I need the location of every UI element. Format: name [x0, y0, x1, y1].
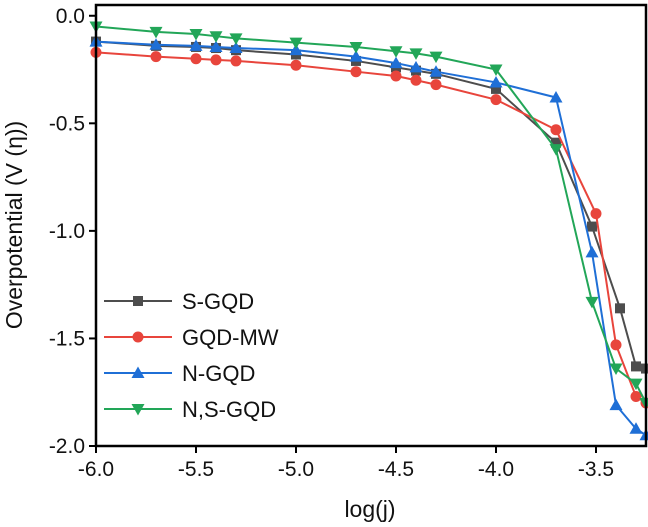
data-point-n-s-gqd — [585, 296, 599, 309]
legend-label: N,S-GQD — [182, 397, 276, 422]
data-point-gqd-mw — [390, 70, 402, 82]
legend-item-n-gqd: N-GQD — [104, 361, 255, 386]
legend-label: GQD-MW — [182, 325, 279, 350]
x-tick-label: -3.5 — [578, 458, 614, 481]
data-point-s-gqd — [551, 137, 561, 148]
data-point-gqd-mw — [150, 51, 162, 63]
legend-marker — [131, 366, 145, 378]
data-point-n-s-gqd — [349, 41, 363, 54]
ticks-layer: -6.0 -5.5 -5.0 -4.5 -4.0 -3.5 0.0 -0.5 -1.0 -1.5 -… — [49, 5, 614, 481]
x-tick-label: -4.5 — [378, 458, 414, 481]
x-tick-label: -5.0 — [278, 458, 314, 481]
series-layer — [89, 21, 648, 441]
plot-background — [96, 5, 646, 446]
data-point-gqd-mw — [590, 208, 602, 220]
data-point-n-gqd — [409, 60, 423, 73]
data-point-gqd-mw — [210, 54, 222, 66]
data-point-n-gqd — [209, 40, 223, 52]
legend-marker — [131, 404, 145, 416]
data-point-n-gqd — [585, 245, 599, 258]
data-point-n-gqd — [429, 65, 443, 77]
data-point-gqd-mw — [410, 74, 422, 86]
y-tick-label: -1.5 — [49, 327, 85, 350]
y-tick-label: -2.0 — [49, 435, 85, 458]
x-tick-label: -4.0 — [478, 458, 514, 481]
data-point-n-s-gqd — [409, 48, 423, 60]
data-point-n-s-gqd — [389, 46, 403, 58]
data-point-n-gqd — [629, 422, 643, 434]
data-point-gqd-mw — [550, 124, 562, 136]
legend-label: N-GQD — [182, 361, 255, 386]
y-tick-label: 0.0 — [56, 5, 85, 28]
series-line-gqd-mw — [95, 51, 647, 404]
data-point-n-gqd — [489, 75, 503, 88]
data-point-n-s-gqd — [149, 26, 163, 39]
data-point-n-s-gqd — [229, 33, 243, 45]
data-point-gqd-mw — [490, 94, 502, 106]
data-point-gqd-mw — [430, 79, 442, 91]
series-line-n-gqd — [95, 40, 647, 437]
data-point-n-s-gqd — [189, 29, 203, 41]
data-point-n-gqd — [389, 56, 403, 69]
data-point-gqd-mw — [350, 66, 362, 78]
series-gqd-mw — [90, 46, 648, 409]
data-point-gqd-mw — [230, 55, 242, 67]
data-point-n-gqd — [609, 398, 623, 411]
data-point-n-s-gqd — [629, 378, 643, 391]
data-point-n-s-gqd — [429, 51, 443, 64]
data-point-n-gqd — [349, 50, 363, 62]
series-line-n-s-gqd — [95, 25, 647, 404]
data-point-n-s-gqd — [549, 144, 563, 156]
data-point-n-gqd — [149, 38, 163, 50]
data-point-s-gqd — [491, 83, 501, 94]
data-point-n-gqd — [189, 39, 203, 51]
plot-frame — [94, 3, 648, 448]
data-point-n-gqd — [229, 41, 243, 54]
y-axis-label: Overpotential (V (η)) — [1, 121, 27, 329]
data-point-n-gqd — [289, 43, 303, 56]
data-point-n-s-gqd — [489, 64, 503, 77]
data-point-n-gqd — [549, 91, 563, 103]
x-axis-label: log(j) — [344, 496, 395, 522]
data-point-gqd-mw — [290, 59, 302, 71]
data-point-s-gqd — [641, 363, 648, 374]
data-point-n-s-gqd — [289, 37, 303, 50]
y-tick-label: -1.0 — [49, 220, 85, 243]
data-point-s-gqd — [615, 303, 625, 314]
data-point-s-gqd — [587, 221, 597, 232]
data-point-s-gqd — [631, 361, 641, 372]
series-line-s-gqd — [95, 40, 647, 370]
x-tick-label: -6.0 — [78, 458, 114, 481]
legend-marker — [133, 296, 143, 306]
legend-item-gqd-mw: GQD-MW — [104, 325, 279, 350]
data-point-gqd-mw — [630, 391, 642, 403]
data-point-gqd-mw — [610, 339, 622, 351]
legend: S-GQD GQD-MW N-GQD N,S-GQD — [104, 289, 279, 422]
legend-label: S-GQD — [182, 289, 254, 314]
legend-item-s-gqd: S-GQD — [104, 289, 254, 314]
legend-item-n-s-gqd: N,S-GQD — [104, 397, 276, 422]
y-tick-label: -0.5 — [49, 112, 85, 135]
data-point-n-s-gqd — [209, 31, 223, 43]
data-point-n-s-gqd — [609, 363, 623, 376]
x-tick-label: -5.5 — [178, 458, 214, 481]
legend-marker — [132, 331, 144, 343]
data-point-gqd-mw — [190, 53, 202, 65]
